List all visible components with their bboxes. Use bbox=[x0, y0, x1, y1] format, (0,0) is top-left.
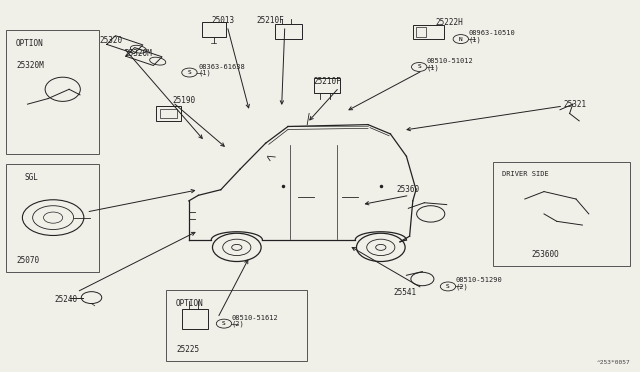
Bar bbox=[275, 24, 302, 39]
Text: S: S bbox=[417, 64, 421, 70]
Text: 25222H: 25222H bbox=[435, 18, 463, 27]
Bar bbox=[160, 109, 177, 118]
Text: (2): (2) bbox=[232, 321, 244, 327]
Text: ^253*0057: ^253*0057 bbox=[596, 360, 630, 365]
Bar bbox=[182, 309, 208, 329]
Text: 25321: 25321 bbox=[563, 100, 586, 109]
Text: SGL: SGL bbox=[24, 173, 38, 182]
Text: (1): (1) bbox=[427, 64, 440, 71]
Text: 08363-61638: 08363-61638 bbox=[198, 64, 245, 70]
Text: 25541: 25541 bbox=[394, 288, 417, 296]
Text: 25070: 25070 bbox=[16, 256, 39, 265]
Text: DRIVER SIDE: DRIVER SIDE bbox=[502, 171, 549, 177]
Text: 08510-51290: 08510-51290 bbox=[456, 278, 502, 283]
Bar bbox=[493, 162, 630, 266]
Bar bbox=[6, 164, 99, 272]
Text: 25225: 25225 bbox=[176, 345, 199, 354]
Circle shape bbox=[412, 62, 427, 71]
Text: 25360: 25360 bbox=[397, 185, 420, 194]
Text: 25190: 25190 bbox=[173, 96, 196, 105]
Text: 25360O: 25360O bbox=[531, 250, 559, 259]
Text: (1): (1) bbox=[468, 36, 481, 43]
Circle shape bbox=[182, 68, 197, 77]
Text: 08510-51012: 08510-51012 bbox=[427, 58, 474, 64]
Text: 25013: 25013 bbox=[211, 16, 234, 25]
Text: 25320M: 25320M bbox=[16, 61, 44, 70]
Bar bbox=[166, 290, 307, 361]
Text: S: S bbox=[446, 284, 450, 289]
Text: 25320: 25320 bbox=[99, 36, 122, 45]
Text: (1): (1) bbox=[198, 70, 211, 76]
Bar bbox=[416, 27, 426, 37]
Text: 08510-51612: 08510-51612 bbox=[232, 315, 278, 321]
Text: OPTION: OPTION bbox=[176, 299, 204, 308]
Text: OPTION: OPTION bbox=[16, 39, 44, 48]
Circle shape bbox=[440, 282, 456, 291]
Circle shape bbox=[216, 319, 232, 328]
Text: 25210F: 25210F bbox=[256, 16, 284, 25]
Bar bbox=[314, 78, 340, 93]
Text: S: S bbox=[222, 321, 226, 326]
Circle shape bbox=[453, 35, 468, 44]
Bar bbox=[413, 25, 444, 39]
Text: 25210F: 25210F bbox=[314, 77, 341, 86]
Text: N: N bbox=[459, 36, 463, 42]
Text: 25320M: 25320M bbox=[125, 49, 152, 58]
Text: 25240: 25240 bbox=[54, 295, 77, 304]
Bar bbox=[6, 30, 99, 154]
Bar bbox=[202, 22, 226, 37]
Text: (2): (2) bbox=[456, 284, 468, 290]
Text: S: S bbox=[188, 70, 191, 75]
Text: 08963-10510: 08963-10510 bbox=[468, 30, 515, 36]
Bar bbox=[156, 106, 181, 121]
